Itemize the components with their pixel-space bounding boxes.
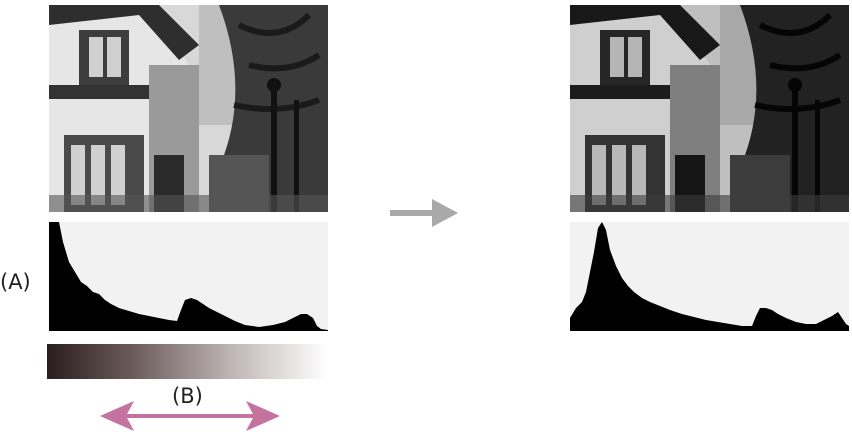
double-headed-arrow-icon <box>100 401 280 431</box>
photo-before <box>49 5 328 212</box>
right-arrow-icon <box>390 199 458 227</box>
histogram-after <box>570 222 849 331</box>
photo-after <box>570 5 849 212</box>
histogram-before <box>49 222 328 331</box>
range-label-b: (B) <box>172 384 203 408</box>
histogram-after-shape <box>570 222 849 331</box>
tone-gradient-bar <box>47 344 327 379</box>
histogram-before-shape <box>49 222 328 331</box>
histogram-label-a: (A) <box>0 270 31 294</box>
